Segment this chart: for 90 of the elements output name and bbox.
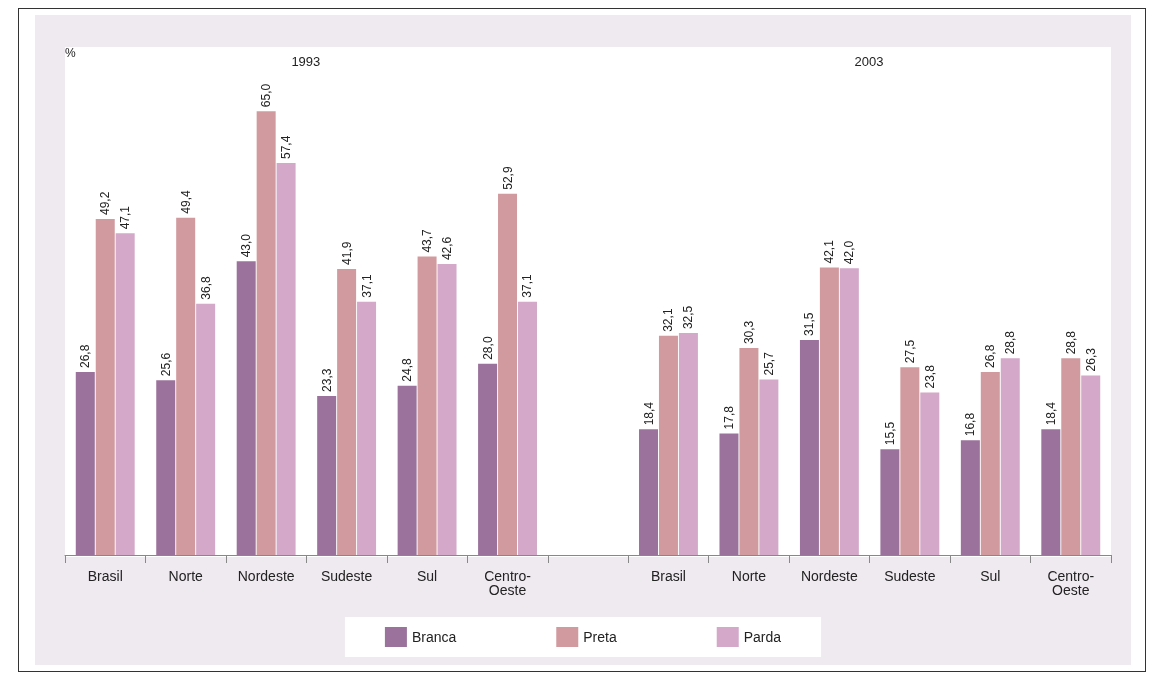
bar: [739, 348, 759, 555]
bar: [478, 363, 498, 555]
bar: [639, 429, 659, 555]
data-label: 23,3: [319, 368, 334, 392]
x-tick-label: Sul: [980, 568, 1001, 584]
x-tick-label: Norte: [731, 568, 767, 584]
legend-label: Branca: [411, 629, 457, 645]
bar: [719, 433, 739, 555]
x-tick-label: Norte: [168, 568, 204, 584]
data-label: 32,5: [681, 305, 696, 330]
data-label: 25,7: [761, 351, 776, 376]
bar: [276, 163, 296, 555]
data-label: 49,4: [178, 189, 193, 214]
bar: [880, 449, 900, 555]
data-label: 26,3: [1083, 347, 1098, 372]
bar: [1000, 358, 1020, 555]
bar: [1061, 358, 1081, 555]
x-tick-label: Sudeste: [884, 568, 936, 584]
x-tick-label: Brasil: [87, 568, 123, 584]
bar: [658, 335, 678, 555]
data-label: 28,8: [1003, 330, 1018, 355]
bar: [317, 395, 337, 555]
data-label: 18,4: [1043, 401, 1058, 426]
x-tick-label: Brasil: [650, 568, 686, 584]
bar: [357, 301, 377, 555]
data-label: 52,9: [500, 166, 515, 190]
bar: [920, 392, 940, 555]
x-tick-label: Sul: [416, 568, 438, 584]
bar: [337, 268, 357, 555]
data-label: 27,5: [902, 339, 917, 364]
data-label: 25,6: [158, 352, 173, 377]
data-label: 16,8: [963, 412, 978, 437]
data-label: 31,5: [802, 312, 817, 336]
bar: [799, 339, 819, 555]
data-label: 15,5: [882, 421, 897, 446]
bar: [498, 193, 518, 555]
data-label: 41,9: [339, 241, 354, 265]
bar: [417, 256, 437, 555]
legend-label: Preta: [583, 629, 617, 645]
legend-label: Parda: [743, 629, 782, 645]
x-tick-label: Nordeste: [800, 568, 858, 584]
bar: [176, 217, 196, 555]
data-label: 17,8: [721, 405, 736, 430]
bar: [115, 233, 135, 555]
data-label: 42,1: [822, 239, 837, 264]
bar: [196, 303, 216, 555]
data-label: 28,8: [1063, 330, 1078, 355]
bar: [95, 219, 115, 555]
bar: [819, 267, 839, 555]
data-label: 24,8: [400, 357, 415, 382]
bar: [437, 264, 457, 555]
data-label: 43,0: [239, 233, 254, 258]
bar: [156, 380, 176, 555]
data-label: 37,1: [359, 273, 374, 298]
bar: [236, 261, 256, 555]
x-tick-label: Sudeste: [320, 568, 373, 584]
bar: [980, 371, 1000, 555]
data-label: 42,6: [440, 236, 455, 261]
data-label: 37,1: [520, 273, 535, 298]
data-label: 28,0: [480, 336, 495, 360]
x-tick-label: Centro-Oeste: [484, 568, 532, 598]
bar: [397, 385, 417, 555]
x-tick-label: Nordeste: [237, 568, 295, 584]
bar: [960, 440, 980, 555]
text: 1993: [291, 54, 321, 69]
data-label: 30,3: [741, 320, 756, 345]
bar: [517, 301, 537, 555]
x-tick-label: Centro-Oeste: [1047, 568, 1095, 598]
bar: [759, 379, 779, 555]
data-label: 47,1: [118, 205, 133, 230]
text: 2003: [854, 54, 884, 69]
data-label: 26,8: [78, 344, 93, 368]
data-label: 26,8: [983, 344, 998, 368]
data-label: 18,4: [641, 401, 656, 426]
data-label: 49,2: [98, 191, 113, 216]
y-axis-title: %: [65, 46, 76, 60]
data-label: 36,8: [198, 276, 213, 300]
bar: [900, 367, 920, 555]
bar: [1081, 375, 1101, 555]
bar: [839, 268, 859, 555]
data-label: 32,1: [661, 308, 676, 332]
data-label: 43,7: [420, 228, 435, 253]
data-label: 65,0: [259, 83, 274, 108]
data-label: 57,4: [279, 135, 294, 160]
bar: [256, 111, 276, 555]
bar: [75, 371, 95, 555]
data-label: 42,0: [842, 240, 857, 265]
bar: [678, 333, 698, 555]
data-label: 23,8: [922, 364, 937, 389]
bar: [1041, 429, 1061, 555]
